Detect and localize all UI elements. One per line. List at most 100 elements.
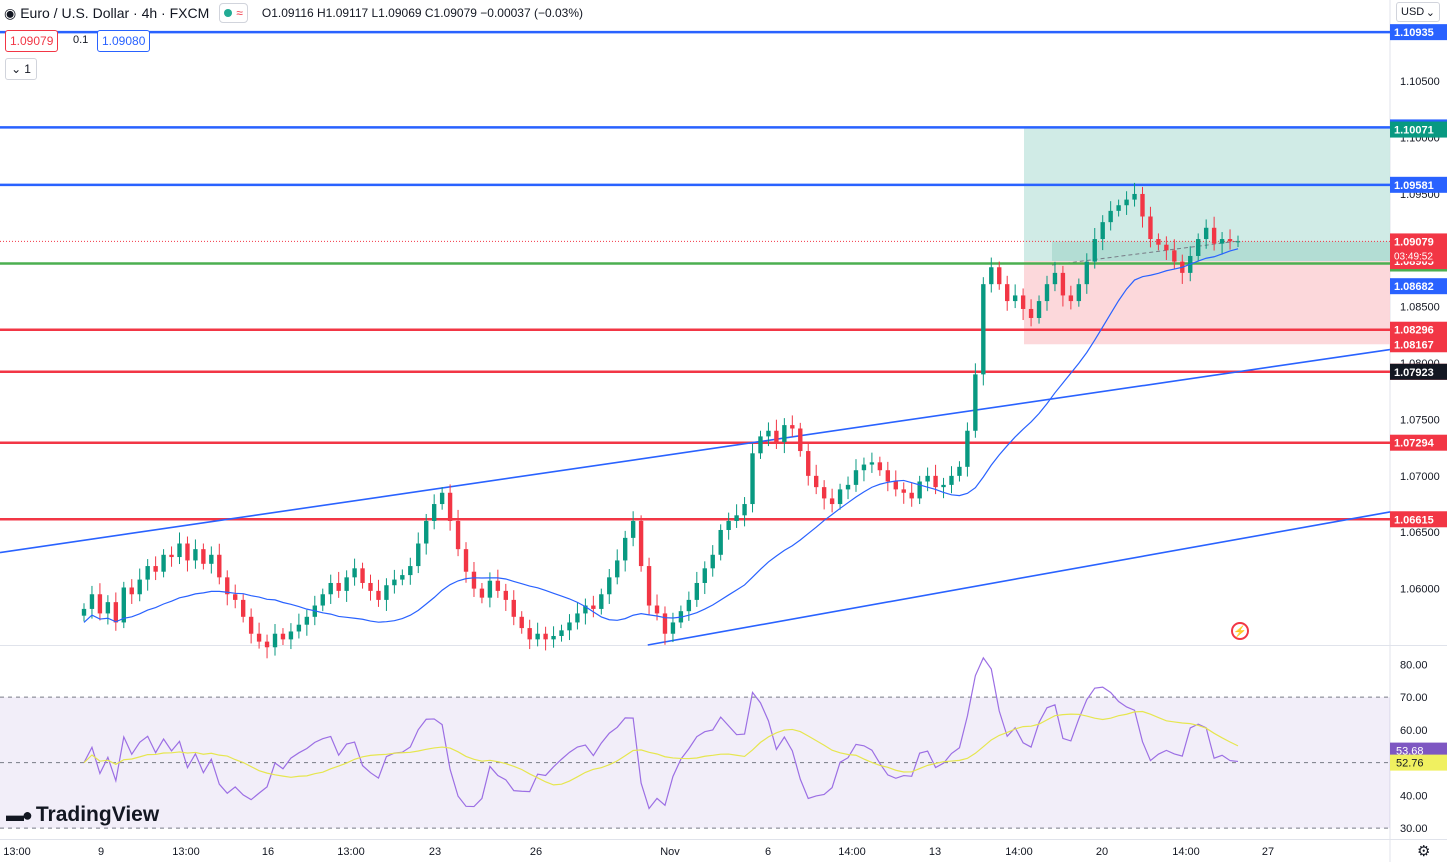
symbol-title[interactable]: Euro / U.S. Dollar · 4h · FXCM [20,5,210,21]
level-label: 1.06615 [1394,514,1434,526]
candle-body [455,520,461,550]
candle-body [272,633,278,648]
candle-body [1060,272,1066,296]
chevron-down-icon: ⌄ [1425,6,1435,19]
candle-body [567,622,572,631]
level-label-bg [1390,24,1447,41]
candle-body [829,498,835,505]
candle-body [630,520,636,538]
candle-body [463,549,469,572]
candle-body [1132,193,1137,200]
scale-label: 1.08167 [1394,339,1434,351]
time-tick-label: 13:00 [337,846,365,858]
candle-body [519,616,524,629]
candle-body [941,484,946,488]
candle-body [113,602,119,623]
candle-body [893,481,898,490]
buy-button[interactable]: 1.09080 [97,30,151,52]
gear-icon[interactable]: ⚙ [1417,843,1431,860]
candle-body [551,635,556,640]
candle-body [408,566,413,576]
candle-body [1124,199,1129,206]
candle-body [217,554,222,578]
euro-flag-icon: ◉ [4,4,17,21]
candle-body [742,504,747,516]
position-zone [1052,241,1390,262]
candle-body [1219,239,1225,244]
rsi-tick-label: 60.00 [1400,725,1428,737]
candle-body [400,575,405,580]
candle-body [591,605,596,609]
candle-body [1084,261,1089,285]
candle-body [137,579,142,595]
candle-body [233,594,238,600]
candle-body [559,630,564,636]
price-tick-label: 1.10500 [1400,76,1440,88]
level-label-bg [1390,434,1447,451]
moving-average-line [83,248,1239,623]
candle-body [718,529,723,555]
candle-body [917,481,922,499]
time-tick-label: 9 [98,846,104,858]
collapse-button[interactable]: ⌄ 1 [5,58,37,80]
scale-label-bg [1390,363,1447,380]
candle-body [360,568,365,583]
candle-body [638,520,644,567]
candle-body [599,594,604,609]
time-tick-label: 14:00 [1172,846,1200,858]
time-tick-label: 23 [429,846,441,858]
candle-body [837,489,843,505]
time-tick-label: 6 [765,846,771,858]
countdown-bg [1390,248,1447,262]
rsi-band [0,697,1390,829]
ohlc-readout: O1.09116 H1.09117 L1.09069 C1.09079 −0.0… [261,6,584,20]
chevron-down-icon: ⌄ [11,62,22,76]
rsi-tick-label: 70.00 [1400,692,1428,704]
candle-body [145,566,150,580]
candle-body [750,453,755,505]
candle-body [686,599,692,612]
candle-body [814,475,819,488]
candle-body [1156,239,1161,245]
candle-body [1164,244,1169,251]
candle-body [694,582,700,600]
candle-body [1005,284,1010,302]
candle-body [1140,193,1145,217]
candle-body [320,594,325,606]
candle-body [1196,239,1201,256]
candle-body [256,633,262,642]
candle-body [1235,241,1241,243]
level-label: 1.08296 [1394,325,1434,337]
candle-body [981,284,986,375]
candle-body [376,590,381,600]
rsi-ma-label: 52.76 [1396,758,1424,770]
candle-body [304,616,310,625]
candle-body [288,631,294,640]
candle-body [177,543,182,558]
candle-body [1227,239,1233,242]
bolt-icon[interactable]: ⚡ [1231,622,1249,640]
candle-body [845,484,851,490]
scale-label: 1.09079 [1394,236,1434,248]
candle-body [790,425,795,429]
currency-label: USD [1401,6,1425,18]
scale-label-bg [1390,121,1447,138]
rsi-tick-label: 40.00 [1400,790,1428,802]
candle-body [264,641,270,648]
level-label-bg [1390,321,1447,338]
sell-button[interactable]: 1.09079 [5,30,59,52]
candle-body [973,374,978,431]
candle-body [503,590,508,600]
currency-selector[interactable]: USD ⌄ [1396,2,1440,22]
market-status[interactable]: ≈ [219,3,248,23]
candle-body [1076,284,1082,302]
candle-body [352,568,357,578]
candle-body [431,504,437,521]
candle-body [280,633,286,640]
candle-body [81,608,87,616]
spread-value: 0.1 [73,34,89,46]
candle-body [169,554,174,558]
candle-body [248,616,254,634]
candle-body [543,633,548,640]
